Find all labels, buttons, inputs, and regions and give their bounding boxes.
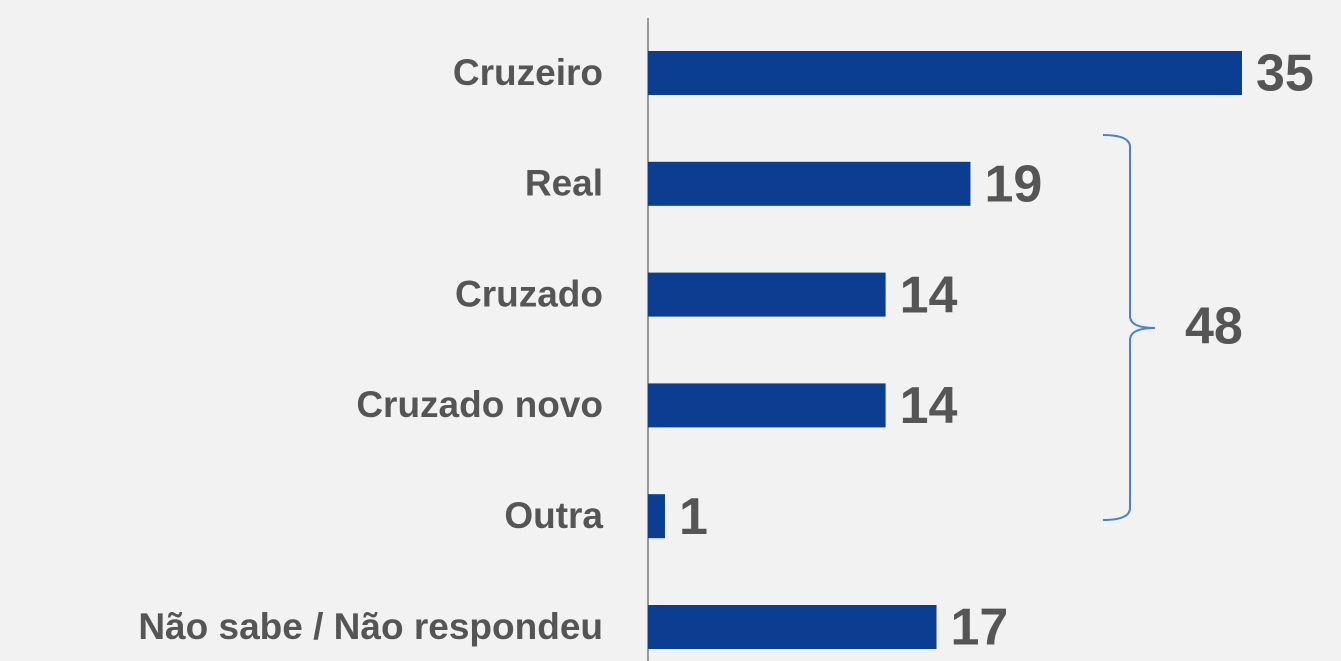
category-label: Cruzeiro: [453, 52, 603, 93]
bracket: [1102, 134, 1156, 521]
bar: [648, 383, 886, 428]
value-label: 17: [951, 599, 1009, 657]
category-label: Cruzado novo: [356, 384, 603, 425]
bar: [648, 161, 971, 206]
value-label: 14: [900, 266, 958, 324]
bar: [648, 494, 665, 539]
value-label: 1: [679, 488, 708, 546]
value-label: 14: [900, 377, 958, 435]
bar: [648, 272, 886, 317]
value-label: 35: [1256, 45, 1314, 103]
bar: [648, 51, 1242, 95]
bracket-label: 48: [1185, 298, 1243, 356]
category-label: Não sabe / Não respondeu: [138, 606, 603, 647]
category-label: Outra: [504, 495, 603, 536]
category-label: Cruzado: [455, 273, 603, 314]
value-label: 19: [984, 156, 1042, 214]
bar: [648, 605, 937, 649]
category-label: Real: [525, 163, 603, 204]
